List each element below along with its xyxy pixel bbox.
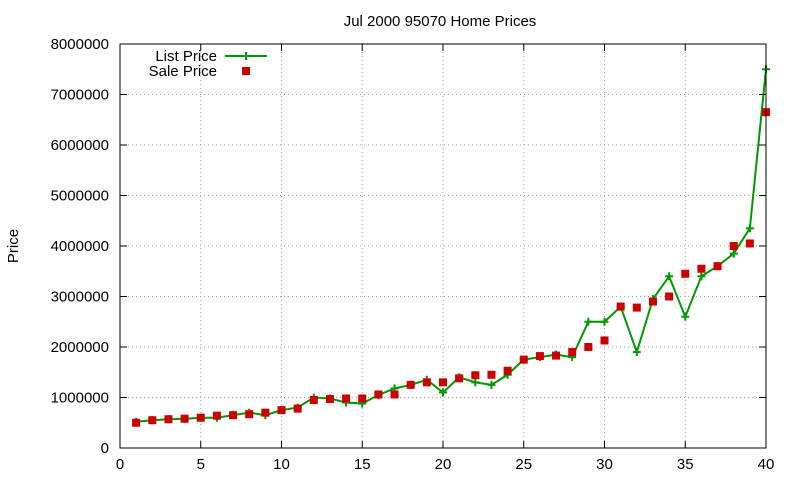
- legend-square: [242, 67, 250, 75]
- x-tick-label: 40: [758, 456, 775, 473]
- sale-price-point: [519, 355, 528, 364]
- y-tick-label: 8000000: [51, 36, 109, 53]
- sale-price-point: [616, 302, 625, 311]
- sale-price-point: [745, 239, 754, 248]
- series-layer: [132, 65, 770, 427]
- y-axis-label: Price: [5, 229, 22, 263]
- sale-price-point: [390, 390, 399, 399]
- y-tick-label: 3000000: [51, 289, 109, 306]
- sale-price-point: [503, 366, 512, 375]
- sale-price-point: [358, 394, 367, 403]
- sale-price-point: [439, 378, 447, 387]
- sale-price-point: [245, 410, 254, 419]
- sale-price-point: [665, 292, 674, 301]
- sale-price-point: [648, 297, 657, 306]
- list-price-point: [632, 348, 641, 357]
- sale-price-point: [293, 404, 302, 413]
- legend-label-list-price: List Price: [155, 48, 217, 65]
- list-price-point: [487, 380, 496, 389]
- sale-price-point: [471, 371, 480, 380]
- list-price-point: [439, 388, 447, 397]
- legend-label-sale-price: Sale Price: [149, 63, 217, 80]
- sale-price-point: [229, 411, 238, 420]
- y-tick-label: 4000000: [51, 238, 109, 255]
- sale-price-point: [325, 395, 334, 404]
- y-tick-label: 2000000: [51, 339, 109, 356]
- sale-price-point: [196, 413, 205, 422]
- chart-title: Jul 2000 95070 Home Prices: [344, 13, 537, 30]
- sale-price-point: [342, 394, 351, 403]
- sale-price-point: [277, 406, 286, 415]
- sale-price-point: [148, 416, 157, 425]
- sale-price-point: [584, 343, 593, 351]
- legend-symbol-list-price: [225, 52, 267, 60]
- list-price-point: [600, 317, 609, 326]
- sale-price-point: [568, 348, 577, 357]
- x-tick-label: 0: [116, 456, 124, 473]
- sale-price-point: [713, 262, 722, 271]
- sale-price-point: [697, 264, 706, 273]
- x-tick-labels: 0 5 10 15 20 25 30 35 40: [116, 456, 775, 473]
- y-tick-label: 5000000: [51, 188, 109, 205]
- y-tick-label: 1000000: [51, 390, 109, 407]
- list-price-point: [584, 317, 593, 326]
- legend: List Price Sale Price: [149, 48, 267, 80]
- y-tick-label: 0: [101, 440, 109, 457]
- sale-price-point: [132, 418, 141, 427]
- sale-price-point: [374, 390, 383, 399]
- list-price-line: [136, 69, 767, 423]
- sale-price-point: [681, 269, 690, 278]
- axis-ticks: [119, 43, 767, 449]
- x-tick-label: 10: [273, 456, 290, 473]
- sale-price-point: [180, 414, 189, 423]
- sale-price-point: [261, 408, 270, 417]
- sale-price-point: [406, 380, 415, 389]
- sale-price-point: [729, 242, 738, 250]
- list-price-point: [697, 272, 706, 281]
- sale-price-point: [535, 352, 544, 361]
- sale-price-point: [487, 370, 496, 379]
- x-tick-label: 15: [354, 456, 371, 473]
- x-tick-label: 20: [435, 456, 452, 473]
- y-tick-labels: 0 1000000 2000000 3000000 4000000 5000000 6000…: [51, 36, 109, 457]
- list-price-point: [745, 224, 754, 233]
- sale-price-point: [422, 378, 431, 387]
- legend-symbol-sale-price: [242, 67, 250, 75]
- sale-price-point: [309, 396, 318, 405]
- list-price-point: [471, 378, 480, 387]
- sale-price-point: [632, 303, 641, 312]
- grid-lines: [120, 44, 766, 448]
- sale-price-point: [164, 415, 173, 424]
- list-price-point: [681, 312, 690, 321]
- sale-price-point: [212, 411, 221, 420]
- list-price-point: [729, 249, 738, 258]
- y-tick-label: 7000000: [51, 87, 109, 104]
- x-tick-label: 25: [515, 456, 532, 473]
- x-tick-label: 30: [596, 456, 613, 473]
- sale-price-point: [600, 336, 609, 345]
- y-tick-label: 6000000: [51, 137, 109, 154]
- x-tick-label: 35: [677, 456, 694, 473]
- list-price-point: [665, 272, 674, 281]
- sale-price-point: [455, 374, 464, 383]
- sale-price-point: [552, 351, 561, 360]
- x-tick-label: 5: [197, 456, 205, 473]
